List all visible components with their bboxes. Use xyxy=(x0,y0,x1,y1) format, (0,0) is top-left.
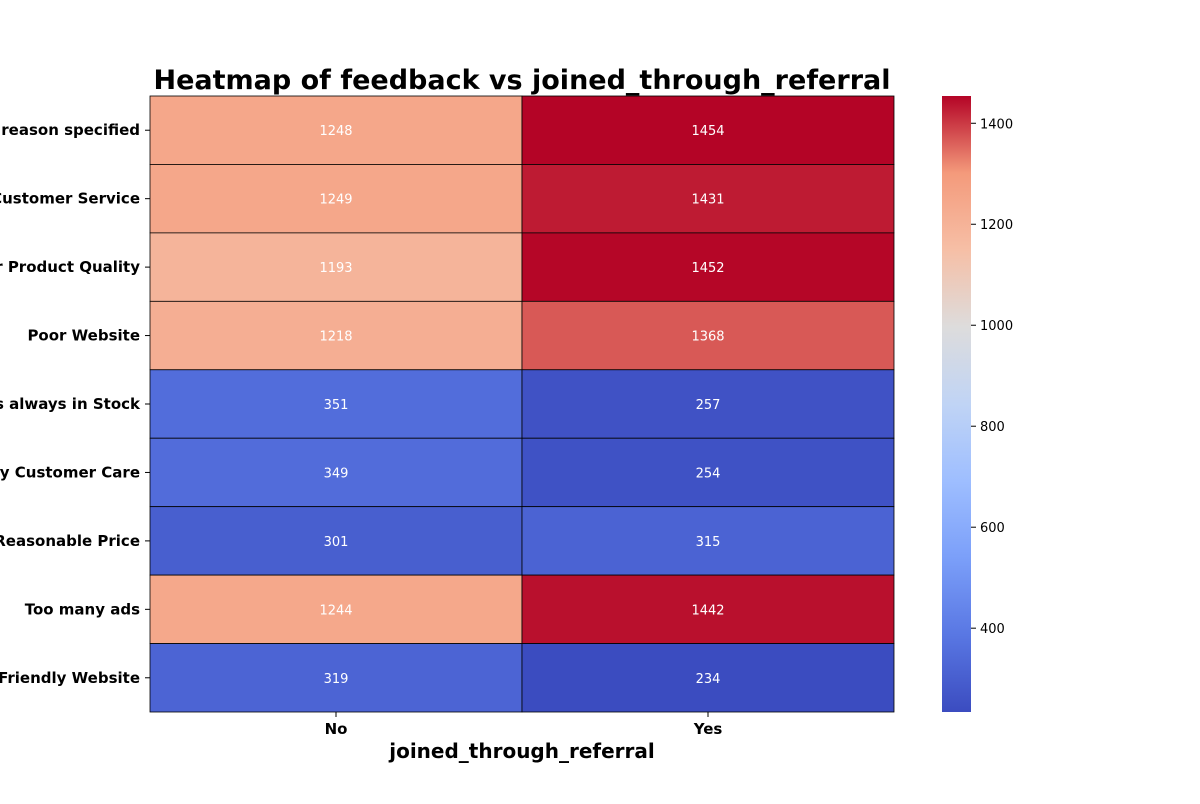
heatmap-cell xyxy=(521,437,895,508)
cell-value-label: 1431 xyxy=(691,193,724,208)
y-tick-label: Too many ads xyxy=(25,600,140,618)
heatmap-cell xyxy=(149,643,523,713)
heatmap-cell xyxy=(149,164,523,234)
x-axis-tick-labels: No Yes xyxy=(325,712,723,738)
heatmap-cell xyxy=(149,574,523,644)
y-tick-label: User Friendly Website xyxy=(0,669,140,687)
cell-value-label: 1218 xyxy=(319,330,352,345)
x-tick-label: No xyxy=(325,720,348,738)
heatmap-cell xyxy=(521,300,895,371)
cell-value-label: 234 xyxy=(696,672,721,687)
cell-value-label: 257 xyxy=(696,398,721,413)
x-tick-label: Yes xyxy=(693,720,723,738)
chart-title: Heatmap of feedback vs joined_through_re… xyxy=(154,65,891,96)
cell-value-label: 349 xyxy=(324,466,349,481)
y-tick-label: Poor Customer Service xyxy=(0,190,140,208)
colorbar-tick-label: 600 xyxy=(980,521,1005,536)
heatmap-cells xyxy=(149,95,895,713)
y-tick-label: Poor Product Quality xyxy=(0,258,140,276)
colorbar-ticks: 400 600 800 1000 1200 1400 xyxy=(971,117,1013,637)
x-axis-label: joined_through_referral xyxy=(388,739,655,763)
cell-value-label: 254 xyxy=(696,466,721,481)
colorbar-tick-label: 1000 xyxy=(980,319,1013,334)
y-tick-label: Products always in Stock xyxy=(0,395,141,413)
cell-value-label: 1248 xyxy=(319,124,352,139)
heatmap-cell xyxy=(521,95,895,165)
heatmap-cell xyxy=(521,232,895,302)
y-tick-label: Poor Website xyxy=(27,327,140,345)
y-tick-label: No reason specified xyxy=(0,121,140,139)
y-axis-tick-labels: No reason specified Poor Customer Service… xyxy=(0,121,150,687)
colorbar xyxy=(942,96,971,712)
cell-value-label: 1452 xyxy=(691,261,724,276)
colorbar-tick-label: 1400 xyxy=(980,117,1013,132)
heatmap-cell xyxy=(149,300,523,371)
heatmap-cell xyxy=(149,95,523,165)
heatmap-cell xyxy=(521,643,895,713)
heatmap-cell xyxy=(149,506,523,576)
cell-value-label: 301 xyxy=(324,535,349,550)
cell-value-label: 1249 xyxy=(319,193,352,208)
y-tick-label: Reasonable Price xyxy=(0,532,140,550)
cell-value-label: 315 xyxy=(696,535,721,550)
cell-value-label: 1193 xyxy=(319,261,352,276)
colorbar-tick-label: 400 xyxy=(980,622,1005,637)
cell-value-label: 1368 xyxy=(691,330,724,345)
cell-value-label: 351 xyxy=(324,398,349,413)
cell-value-label: 1244 xyxy=(319,603,352,618)
cell-value-label: 319 xyxy=(324,672,349,687)
cell-value-label: 1454 xyxy=(691,124,724,139)
cell-annotations: 1248 1454 1249 1431 1193 1452 1218 1368 351 257 34… xyxy=(319,124,724,687)
cell-value-label: 1442 xyxy=(691,603,724,618)
colorbar-tick-label: 800 xyxy=(980,420,1005,435)
heatmap-cell xyxy=(521,164,895,234)
heatmap-cell xyxy=(521,574,895,644)
heatmap-cell xyxy=(521,506,895,576)
heatmap-cell xyxy=(149,232,523,302)
y-tick-label: Quality Customer Care xyxy=(0,463,140,481)
heatmap-cell xyxy=(521,369,895,439)
colorbar-tick-label: 1200 xyxy=(980,218,1013,233)
